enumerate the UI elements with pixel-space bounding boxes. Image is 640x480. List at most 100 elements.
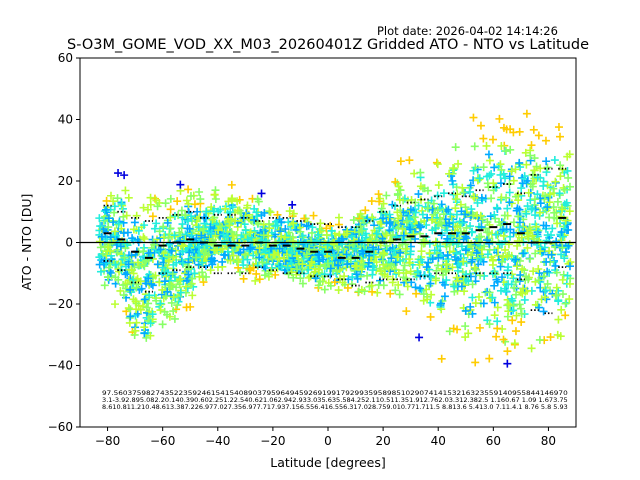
scatter-point	[298, 260, 307, 269]
scatter-point	[380, 270, 389, 279]
scatter-point	[210, 246, 219, 255]
scatter-point	[140, 295, 149, 304]
scatter-point	[542, 157, 551, 166]
scatter-point	[562, 198, 571, 207]
scatter-point	[129, 225, 138, 234]
scatter-point	[416, 182, 425, 191]
scatter-point	[520, 295, 529, 304]
scatter-point	[119, 251, 128, 260]
scatter-point	[461, 306, 470, 315]
scatter-point	[158, 263, 167, 272]
scatter-point	[265, 207, 274, 216]
scatter-point	[406, 225, 415, 234]
scatter-point	[447, 230, 456, 239]
scatter-point	[476, 211, 485, 220]
scatter-point	[156, 245, 165, 254]
scatter-point	[386, 237, 395, 246]
scatter-point	[111, 260, 120, 269]
scatter-point	[153, 202, 162, 211]
scatter-point	[411, 198, 420, 207]
scatter-point	[518, 289, 527, 298]
scatter-point	[437, 200, 446, 209]
scatter-point	[273, 210, 282, 219]
scatter-point	[469, 166, 478, 175]
scatter-point	[509, 176, 518, 185]
scatter-point	[95, 214, 104, 223]
scatter-point	[492, 332, 501, 341]
scatter-point	[206, 266, 215, 275]
scatter-point	[543, 203, 552, 212]
scatter-point	[423, 213, 432, 222]
scatter-point	[433, 206, 442, 215]
scatter-point	[454, 159, 463, 168]
scatter-point	[503, 347, 512, 356]
scatter-point	[343, 283, 352, 292]
scatter-point	[199, 225, 208, 234]
scatter-point	[95, 237, 104, 246]
scatter-point	[535, 237, 544, 246]
scatter-point	[357, 265, 366, 274]
scatter-point	[133, 258, 142, 267]
scatter-point	[403, 282, 412, 291]
y-tick-label: 40	[58, 113, 73, 127]
scatter-point	[156, 306, 165, 315]
scatter-point	[521, 148, 530, 157]
scatter-point	[526, 196, 535, 205]
scatter-point	[166, 224, 175, 233]
scatter-point	[534, 131, 543, 140]
scatter-point	[457, 242, 466, 251]
scatter-point	[113, 194, 122, 203]
scatter-point	[111, 300, 120, 309]
scatter-point	[351, 244, 360, 253]
scatter-point	[509, 228, 518, 237]
scatter-point	[375, 224, 384, 233]
scatter-point	[148, 212, 157, 221]
scatter-point	[210, 191, 219, 200]
scatter-point	[443, 234, 452, 243]
scatter-point	[514, 190, 523, 199]
scatter-point	[462, 234, 471, 243]
scatter-point	[142, 303, 151, 312]
scatter-point	[252, 269, 261, 278]
chart-title: S-O3M_GOME_VOD_XX_M03_20260401Z Gridded …	[67, 37, 589, 53]
scatter-point	[181, 282, 190, 291]
scatter-point	[482, 141, 491, 150]
scatter-point	[461, 333, 470, 342]
scatter-point	[550, 156, 559, 165]
scatter-point	[378, 234, 387, 243]
scatter-point	[211, 231, 220, 240]
scatter-point	[554, 123, 563, 132]
scatter-point	[375, 276, 384, 285]
scatter-point	[482, 172, 491, 181]
scatter-point	[423, 186, 432, 195]
scatter-point	[565, 182, 574, 191]
scatter-point	[158, 285, 167, 294]
scatter-point	[542, 257, 551, 266]
scatter-point	[330, 240, 339, 249]
scatter-point	[315, 257, 324, 266]
scatter-point	[517, 233, 526, 242]
scatter-point	[254, 219, 263, 228]
scatter-point	[289, 242, 298, 251]
scatter-point	[483, 250, 492, 259]
scatter-point	[218, 244, 227, 253]
scatter-point	[428, 255, 437, 264]
scatter-point	[122, 211, 131, 220]
scatter-point	[523, 243, 532, 252]
scatter-point	[347, 280, 356, 289]
scatter-point	[450, 164, 459, 173]
scatter-point	[559, 270, 568, 279]
scatter-point	[293, 265, 302, 274]
scatter-point	[492, 203, 501, 212]
scatter-point	[183, 276, 192, 285]
scatter-point	[177, 206, 186, 215]
scatter-point	[128, 234, 137, 243]
scatter-point	[231, 216, 240, 225]
scatter-point	[402, 307, 411, 316]
scatter-point	[209, 207, 218, 216]
scatter-point	[176, 236, 185, 245]
x-tick-label: 80	[541, 434, 556, 448]
scatter-point	[534, 264, 543, 273]
scatter-point	[246, 228, 255, 237]
scatter-point	[166, 213, 175, 222]
